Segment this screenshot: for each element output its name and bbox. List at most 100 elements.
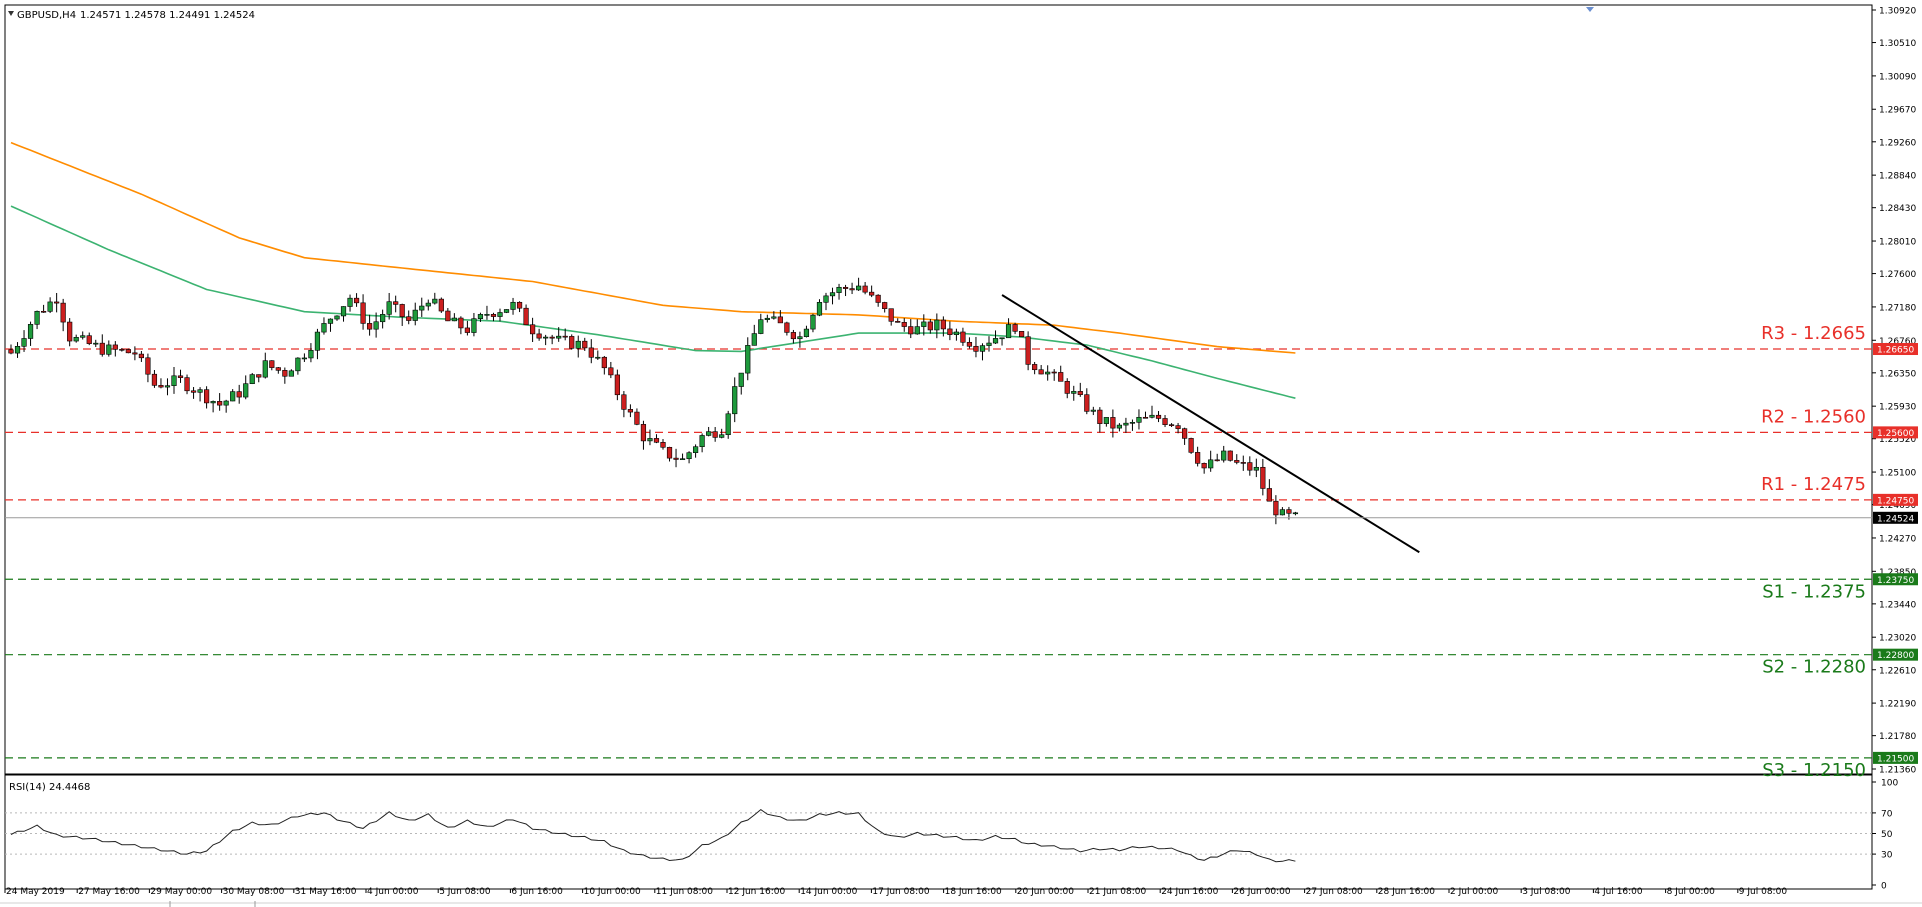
price-tick-label: 1.30920 (1879, 7, 1916, 17)
bearish-candle (406, 316, 412, 321)
bullish-candle (699, 435, 705, 448)
bullish-candle (243, 383, 249, 398)
bearish-candle (282, 370, 288, 377)
support-resistance-levels: R3 - 1.2665 R2 - 1.2560 R1 - 1.2475 S1 - 1.… (5, 323, 1872, 781)
bullish-candle (647, 438, 653, 442)
bullish-candle (543, 336, 549, 339)
bullish-candle (386, 301, 392, 315)
bullish-candle (106, 344, 112, 355)
candles (8, 277, 1299, 525)
bearish-candle (67, 321, 73, 342)
bullish-candle (679, 458, 686, 461)
bullish-candle (823, 295, 829, 303)
bearish-candle (516, 301, 523, 309)
time-tick-label: 4 Jul 16:00 (1594, 887, 1643, 897)
bearish-candle (1142, 416, 1149, 419)
bullish-candle (829, 292, 836, 297)
bullish-candle (477, 314, 484, 319)
bullish-candle (288, 370, 294, 377)
rsi-tick-label: 100 (1881, 779, 1898, 789)
price-axis-ticks: 1.30920 1.30510 1.30090 1.29670 1.29260 1.288… (1872, 7, 1916, 776)
bullish-candle (934, 319, 940, 331)
bullish-candle (1045, 371, 1051, 375)
bearish-candle (1182, 428, 1188, 439)
bullish-candle (425, 302, 431, 307)
bearish-candle (1077, 391, 1083, 395)
bullish-candle (595, 356, 601, 359)
bearish-candle (1260, 466, 1266, 489)
bearish-candle (790, 332, 796, 340)
collapse-triangle-icon[interactable] (8, 11, 14, 16)
bearish-candle (1168, 424, 1175, 426)
time-tick-label: 30 May 08:00 (223, 887, 285, 897)
current-price-tag: 1.24524 (1877, 514, 1914, 524)
bullish-candle (510, 301, 516, 310)
bullish-candle (197, 389, 203, 393)
support-price-tag-box (1873, 648, 1918, 661)
bullish-candle (471, 318, 477, 333)
bullish-candle (484, 314, 490, 316)
rsi-tick-label: 50 (1881, 830, 1893, 840)
rsi-grid: 100 70 50 30 0 (5, 779, 1898, 892)
price-tick-label: 1.28010 (1879, 238, 1916, 248)
time-tick-label: 31 May 16:00 (295, 887, 357, 897)
bearish-candle (1012, 324, 1018, 332)
price-tick-label: 1.21360 (1879, 766, 1916, 776)
time-tick-label: 18 Jun 16:00 (945, 887, 1002, 897)
bullish-candle (986, 342, 992, 346)
bearish-candle (151, 373, 158, 386)
time-tick-label: 14 Jun 00:00 (800, 887, 857, 897)
resistance-price-tag-box (1873, 426, 1918, 439)
time-tick-label: 27 Jun 08:00 (1306, 887, 1363, 897)
bullish-candle (164, 385, 171, 388)
resistance-price-tag: 1.24750 (1877, 496, 1914, 506)
bearish-candle (562, 335, 568, 338)
rsi-pane-frame (4, 773, 1873, 890)
bullish-candle (340, 306, 347, 317)
shift-marker-icon[interactable] (1586, 7, 1594, 12)
time-tick-label: 10 Jun 00:00 (584, 887, 641, 897)
time-tick-label: 29 May 00:00 (150, 887, 212, 897)
bearish-candle (927, 321, 933, 331)
bearish-candle (529, 324, 536, 335)
price-tick-label: 1.23850 (1879, 568, 1916, 578)
time-tick-label: 12 Jun 16:00 (728, 887, 785, 897)
bearish-candle (1273, 500, 1279, 516)
bearish-candle (849, 288, 855, 291)
bullish-candle (732, 386, 738, 415)
bullish-candle (412, 309, 418, 321)
price-tick-label: 1.30090 (1879, 72, 1916, 82)
bearish-candle (275, 367, 281, 371)
current-price-tag-box (1873, 511, 1918, 524)
trendline-group[interactable] (1001, 294, 1420, 554)
bullish-candle (725, 413, 731, 436)
bearish-candle (582, 340, 588, 349)
bullish-candle (27, 324, 34, 339)
bullish-candle (764, 317, 770, 320)
price-tick-label: 1.25100 (1879, 469, 1916, 479)
bullish-candle (706, 431, 712, 436)
bullish-candle (999, 337, 1005, 340)
support-price-tag: 1.22800 (1877, 651, 1914, 661)
bullish-candle (1090, 409, 1096, 412)
bullish-candle (223, 400, 229, 406)
rsi-label: RSI(14) 24.4468 (9, 782, 90, 793)
bullish-candle (758, 319, 764, 334)
price-tags: 1.26650 1.25600 1.24750 1.23750 1.22800 1.215… (5, 343, 1918, 764)
resistance-price-tag: 1.26650 (1877, 346, 1914, 356)
descending-trendline (1001, 294, 1420, 554)
bearish-candle (1188, 438, 1194, 453)
bullish-candle (921, 321, 927, 327)
price-tick-label: 1.24690 (1879, 501, 1916, 511)
bearish-candle (184, 377, 190, 392)
bearish-candle (399, 304, 405, 317)
bearish-candle (1058, 372, 1064, 382)
bearish-candle (204, 389, 210, 404)
bullish-candle (295, 357, 301, 372)
bullish-candle (1116, 424, 1122, 429)
time-tick-label: 6 Jun 16:00 (511, 887, 563, 897)
bullish-candle (992, 338, 999, 344)
bullish-candle (745, 345, 751, 374)
ohlc-readout: 1.24571 1.24578 1.24491 1.24524 (80, 10, 255, 21)
